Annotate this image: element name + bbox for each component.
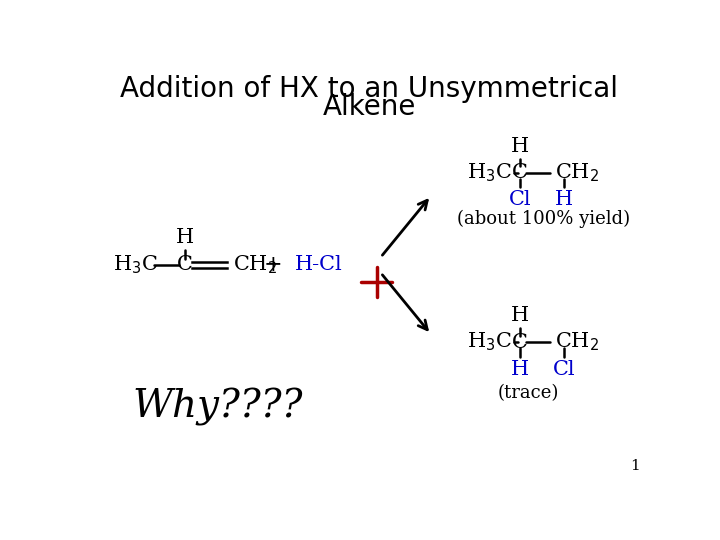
Text: H$_3$C: H$_3$C bbox=[467, 330, 513, 353]
Text: C: C bbox=[512, 333, 528, 352]
Text: H: H bbox=[511, 360, 529, 379]
Text: H$_3$C: H$_3$C bbox=[113, 254, 158, 276]
Text: (trace): (trace) bbox=[498, 384, 559, 402]
Text: 1: 1 bbox=[631, 459, 640, 473]
Text: CH$_2$: CH$_2$ bbox=[555, 161, 599, 184]
Text: CH$_2$: CH$_2$ bbox=[555, 330, 599, 353]
Text: H: H bbox=[511, 137, 529, 156]
Text: Why????: Why???? bbox=[132, 388, 303, 427]
Text: H: H bbox=[511, 306, 529, 325]
Text: H: H bbox=[555, 190, 573, 210]
Text: Alkene: Alkene bbox=[323, 93, 415, 122]
Text: (about 100% yield): (about 100% yield) bbox=[456, 210, 630, 228]
Text: CH$_2$: CH$_2$ bbox=[233, 254, 277, 276]
Text: H-Cl: H-Cl bbox=[294, 255, 342, 274]
Text: +: + bbox=[264, 254, 282, 276]
Text: C: C bbox=[512, 163, 528, 182]
Text: Cl: Cl bbox=[553, 360, 575, 379]
Text: Addition of HX to an Unsymmetrical: Addition of HX to an Unsymmetrical bbox=[120, 75, 618, 103]
Text: H$_3$C: H$_3$C bbox=[467, 161, 513, 184]
Text: Cl: Cl bbox=[509, 190, 531, 210]
Text: H: H bbox=[176, 227, 194, 247]
Text: C: C bbox=[176, 255, 192, 274]
